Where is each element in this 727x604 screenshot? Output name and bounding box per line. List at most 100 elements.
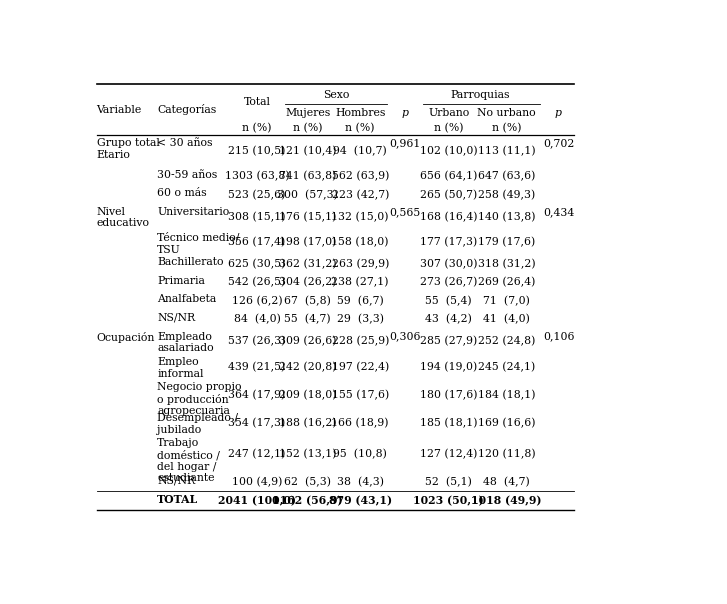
Text: 158 (18,0): 158 (18,0) <box>332 237 389 247</box>
Text: 354 (17,3): 354 (17,3) <box>228 418 286 428</box>
Text: 879 (43,1): 879 (43,1) <box>329 495 392 506</box>
Text: Desempleado /
jubilado: Desempleado / jubilado <box>157 413 238 435</box>
Text: Grupo total
Etario: Grupo total Etario <box>97 138 159 159</box>
Text: 43  (4,2): 43 (4,2) <box>425 314 472 324</box>
Text: 364 (17,9): 364 (17,9) <box>228 390 286 400</box>
Text: Negocio propio
o producción
agropecuaria: Negocio propio o producción agropecuaria <box>157 382 242 416</box>
Text: n (%): n (%) <box>242 123 272 133</box>
Text: 55  (4,7): 55 (4,7) <box>284 314 331 324</box>
Text: 265 (50,7): 265 (50,7) <box>420 190 477 200</box>
Text: NS/NR: NS/NR <box>157 313 196 323</box>
Text: 242 (20,8): 242 (20,8) <box>279 361 337 372</box>
Text: 155 (17,6): 155 (17,6) <box>332 390 389 400</box>
Text: 223 (42,7): 223 (42,7) <box>332 190 389 200</box>
Text: 30-59 años: 30-59 años <box>157 170 217 179</box>
Text: n (%): n (%) <box>434 123 463 133</box>
Text: 48  (4,7): 48 (4,7) <box>483 477 530 487</box>
Text: 269 (26,4): 269 (26,4) <box>478 277 535 288</box>
Text: 318 (31,2): 318 (31,2) <box>478 259 536 269</box>
Text: 176 (15,1): 176 (15,1) <box>279 212 337 222</box>
Text: 41  (4,0): 41 (4,0) <box>483 314 530 324</box>
Text: 0,961: 0,961 <box>389 138 420 148</box>
Text: 0,565: 0,565 <box>389 207 420 217</box>
Text: Parroquias: Parroquias <box>451 90 510 100</box>
Text: 188 (16,2): 188 (16,2) <box>279 418 337 428</box>
Text: n (%): n (%) <box>492 123 521 133</box>
Text: 273 (26,7): 273 (26,7) <box>420 277 478 288</box>
Text: Empleo
informal: Empleo informal <box>157 357 204 379</box>
Text: 2041 (100,0): 2041 (100,0) <box>218 495 296 506</box>
Text: Empleado
asalariado: Empleado asalariado <box>157 332 214 353</box>
Text: 537 (26,3): 537 (26,3) <box>228 336 286 347</box>
Text: Total: Total <box>244 97 270 108</box>
Text: 179 (17,6): 179 (17,6) <box>478 237 535 247</box>
Text: 656 (64,1): 656 (64,1) <box>420 171 478 181</box>
Text: 215 (10,5): 215 (10,5) <box>228 146 286 156</box>
Text: 52  (5,1): 52 (5,1) <box>425 477 472 487</box>
Text: 304 (26,2): 304 (26,2) <box>279 277 337 288</box>
Text: 121 (10,4): 121 (10,4) <box>279 146 337 156</box>
Text: 228 (25,9): 228 (25,9) <box>332 336 389 347</box>
Text: 1303 (63,8): 1303 (63,8) <box>225 171 289 181</box>
Text: 152 (13,1): 152 (13,1) <box>279 449 337 459</box>
Text: 542 (26,5): 542 (26,5) <box>228 277 286 288</box>
Text: 0,702: 0,702 <box>543 138 574 148</box>
Text: 94  (10,7): 94 (10,7) <box>333 146 387 156</box>
Text: 140 (13,8): 140 (13,8) <box>478 212 535 222</box>
Text: 184 (18,1): 184 (18,1) <box>478 390 535 400</box>
Text: 247 (12,1): 247 (12,1) <box>228 449 286 459</box>
Text: 62  (5,3): 62 (5,3) <box>284 477 332 487</box>
Text: 308 (15,1): 308 (15,1) <box>228 212 286 222</box>
Text: 562 (63,9): 562 (63,9) <box>332 171 389 181</box>
Text: TOTAL: TOTAL <box>157 494 198 505</box>
Text: < 30 años: < 30 años <box>157 138 213 148</box>
Text: 209 (18,0): 209 (18,0) <box>279 390 337 400</box>
Text: 0,434: 0,434 <box>543 207 574 217</box>
Text: 362 (31,2): 362 (31,2) <box>279 259 337 269</box>
Text: 1023 (50,1): 1023 (50,1) <box>413 495 484 506</box>
Text: Categorías: Categorías <box>157 104 217 115</box>
Text: 197 (22,4): 197 (22,4) <box>332 361 389 372</box>
Text: Técnico medio/
TSU: Técnico medio/ TSU <box>157 233 240 254</box>
Text: Primaria: Primaria <box>157 275 205 286</box>
Text: Hombres: Hombres <box>335 108 385 118</box>
Text: 71  (7,0): 71 (7,0) <box>483 296 530 306</box>
Text: 625 (30,5): 625 (30,5) <box>228 259 286 269</box>
Text: 300  (57,3): 300 (57,3) <box>278 190 338 200</box>
Text: n (%): n (%) <box>345 123 375 133</box>
Text: 59  (6,7): 59 (6,7) <box>337 296 384 306</box>
Text: 168 (16,4): 168 (16,4) <box>420 212 478 222</box>
Text: Urbano: Urbano <box>428 108 469 118</box>
Text: 95  (10,8): 95 (10,8) <box>333 449 387 459</box>
Text: 439 (21,5): 439 (21,5) <box>228 361 286 372</box>
Text: p: p <box>401 108 408 118</box>
Text: 126 (6,2): 126 (6,2) <box>232 296 282 306</box>
Text: 55  (5,4): 55 (5,4) <box>425 296 472 306</box>
Text: Variable: Variable <box>97 104 142 115</box>
Text: Trabajo
doméstico /
del hogar /
estudiante: Trabajo doméstico / del hogar / estudian… <box>157 438 220 483</box>
Text: Ocupación: Ocupación <box>97 332 155 342</box>
Text: 120 (11,8): 120 (11,8) <box>478 449 536 459</box>
Text: Sexo: Sexo <box>324 90 350 100</box>
Text: 166 (18,9): 166 (18,9) <box>332 418 389 428</box>
Text: 113 (11,1): 113 (11,1) <box>478 146 536 156</box>
Text: 309 (26,6): 309 (26,6) <box>279 336 337 347</box>
Text: 1018 (49,9): 1018 (49,9) <box>471 495 542 506</box>
Text: 245 (24,1): 245 (24,1) <box>478 361 535 372</box>
Text: Universitario: Universitario <box>157 207 230 217</box>
Text: 252 (24,8): 252 (24,8) <box>478 336 535 347</box>
Text: 29  (3,3): 29 (3,3) <box>337 314 384 324</box>
Text: 102 (10,0): 102 (10,0) <box>419 146 478 156</box>
Text: 132 (15,0): 132 (15,0) <box>332 212 389 222</box>
Text: 84  (4,0): 84 (4,0) <box>233 314 281 324</box>
Text: 38  (4,3): 38 (4,3) <box>337 477 384 487</box>
Text: 185 (18,1): 185 (18,1) <box>420 418 478 428</box>
Text: 741 (63,8): 741 (63,8) <box>279 171 337 181</box>
Text: 0,306: 0,306 <box>389 332 420 341</box>
Text: 180 (17,6): 180 (17,6) <box>420 390 478 400</box>
Text: 169 (16,6): 169 (16,6) <box>478 418 535 428</box>
Text: 307 (30,0): 307 (30,0) <box>420 259 478 269</box>
Text: 356 (17,4): 356 (17,4) <box>228 237 286 247</box>
Text: 1162 (56,9): 1162 (56,9) <box>273 495 343 506</box>
Text: 258 (49,3): 258 (49,3) <box>478 190 535 200</box>
